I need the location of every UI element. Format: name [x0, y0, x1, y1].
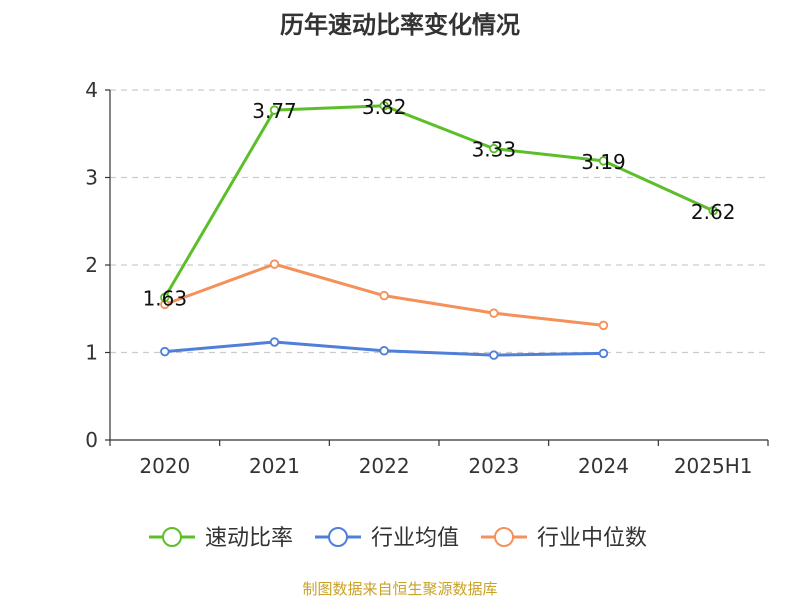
- x-tick-label: 2024: [578, 454, 629, 478]
- data-point[interactable]: [379, 290, 389, 301]
- data-point[interactable]: [489, 143, 499, 154]
- axes: 0 1 2 3 4 2020 2021 2022 2023 2024 2025H1: [85, 78, 769, 478]
- legend-item-2[interactable]: 行业中位数: [481, 526, 647, 551]
- series-line-0: [163, 104, 715, 299]
- data-label: 3.19: [581, 150, 626, 174]
- y-tick-label: 1: [85, 341, 98, 365]
- y-tick-label: 3: [85, 166, 98, 190]
- data-point[interactable]: [489, 350, 499, 360]
- y-tick-label: 0: [85, 428, 98, 452]
- data-label: 1.63: [143, 286, 188, 310]
- data-point[interactable]: [269, 259, 280, 269]
- y-tick-label: 4: [85, 78, 98, 102]
- y-tick-label: 2: [85, 253, 98, 277]
- x-tick-label: 2020: [139, 454, 190, 478]
- legend[interactable]: 速动比率 行业均值 行业中位数: [149, 526, 647, 551]
- data-point[interactable]: [598, 156, 609, 166]
- data-point[interactable]: [708, 206, 718, 216]
- legend-label: 行业中位数: [537, 526, 647, 551]
- legend-label: 行业均值: [371, 526, 459, 551]
- data-label: 3.33: [472, 138, 517, 162]
- x-tick-label: 2021: [249, 454, 300, 478]
- data-point[interactable]: [598, 348, 609, 359]
- x-tick-label: 2022: [359, 454, 410, 478]
- data-point[interactable]: [269, 105, 280, 115]
- legend-item-1[interactable]: 行业均值: [315, 526, 459, 551]
- data-label: 3.77: [252, 99, 297, 123]
- data-label: 3.82: [362, 95, 407, 119]
- x-tick-label: 2023: [468, 454, 519, 478]
- data-label: 2.62: [691, 200, 736, 224]
- data-labels: 1.63 3.77 3.82 3.33 3.19 2.62: [143, 95, 736, 311]
- legend-label: 速动比率: [205, 526, 293, 551]
- data-point[interactable]: [379, 346, 389, 356]
- source-note: 制图数据来自恒生聚源数据库: [302, 580, 497, 598]
- data-point[interactable]: [489, 308, 499, 318]
- series-lines: [160, 101, 718, 360]
- data-point[interactable]: [160, 346, 170, 357]
- legend-marker: [494, 527, 514, 547]
- data-point[interactable]: [598, 320, 609, 331]
- x-tick-label: 2025H1: [674, 454, 753, 478]
- legend-marker: [328, 527, 348, 547]
- legend-marker: [162, 527, 182, 547]
- data-point[interactable]: [160, 292, 170, 303]
- data-point[interactable]: [269, 337, 280, 347]
- chart-title: 历年速动比率变化情况: [280, 11, 520, 39]
- legend-item-0[interactable]: 速动比率: [149, 526, 293, 551]
- data-point[interactable]: [379, 101, 389, 111]
